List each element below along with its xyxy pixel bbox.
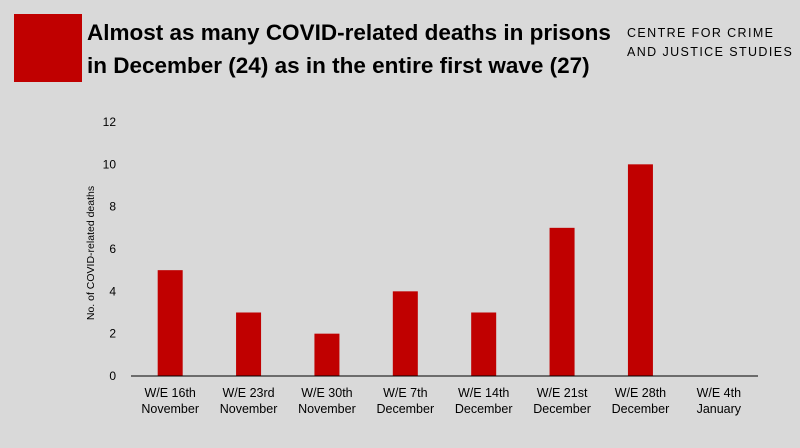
y-tick-label: 2 <box>109 327 116 341</box>
y-tick-label: 6 <box>109 242 116 256</box>
brand-logo: CENTRE FOR CRIME AND JUSTICE STUDIES <box>627 24 797 62</box>
y-tick-label: 10 <box>103 157 117 171</box>
bar <box>627 164 653 376</box>
bar <box>314 333 340 376</box>
bar <box>549 227 575 376</box>
x-tick-label: W/E 4th <box>697 386 742 400</box>
x-tick-label: December <box>455 402 513 416</box>
bar <box>392 291 418 376</box>
x-tick-label: W/E 7th <box>383 386 428 400</box>
y-tick-label: 4 <box>109 284 116 298</box>
x-tick-label: W/E 21st <box>537 386 588 400</box>
x-tick-label: W/E 28th <box>615 386 666 400</box>
y-tick-label: 8 <box>109 200 116 214</box>
title-line-1: Almost as many COVID-related deaths in p… <box>87 20 611 45</box>
x-tick-label: W/E 30th <box>301 386 352 400</box>
bar <box>236 312 262 376</box>
brand-line-1: CENTRE FOR CRIME <box>627 26 775 40</box>
x-tick-label: November <box>298 402 356 416</box>
bar <box>471 312 497 376</box>
x-tick-label: December <box>376 402 434 416</box>
x-axis-labels: W/E 16th November W/E 23rd November W/E 30th… <box>141 386 741 416</box>
x-tick-label: W/E 14th <box>458 386 509 400</box>
bar <box>157 270 183 376</box>
x-tick-label: November <box>141 402 199 416</box>
bars <box>157 164 653 376</box>
y-tick-label: 0 <box>109 369 116 383</box>
x-tick-label: December <box>612 402 670 416</box>
y-tick-label: 12 <box>103 115 117 129</box>
y-axis-label: No. of COVID-related deaths <box>85 186 97 320</box>
accent-block <box>14 14 82 82</box>
x-tick-label: December <box>533 402 591 416</box>
x-tick-label: November <box>220 402 278 416</box>
title-line-2: in December (24) as in the entire first … <box>87 53 590 78</box>
x-tick-label: W/E 23rd <box>223 386 275 400</box>
y-axis-ticks: 0 2 4 6 8 10 12 <box>103 115 117 383</box>
brand-line-2: AND JUSTICE STUDIES <box>627 45 794 59</box>
x-tick-label: W/E 16th <box>144 386 195 400</box>
x-tick-label: January <box>697 402 742 416</box>
chart-title: Almost as many COVID-related deaths in p… <box>87 16 627 82</box>
